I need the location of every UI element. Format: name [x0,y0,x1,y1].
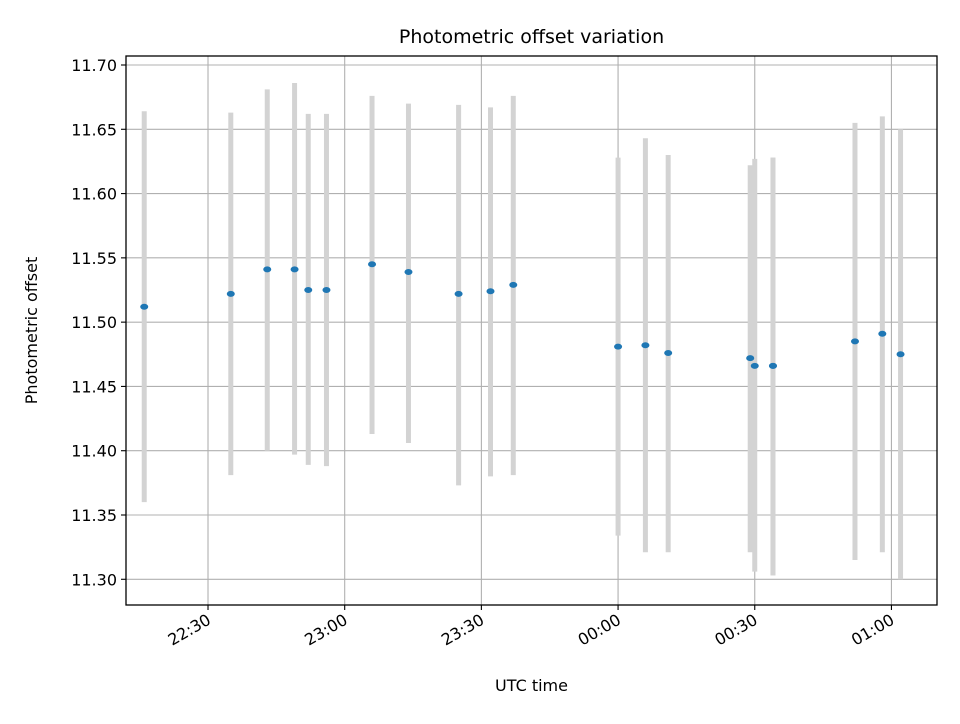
axes-frame [125,55,938,606]
data-point [850,338,859,345]
data-point [304,287,313,293]
data-point [140,303,149,310]
data-point [404,269,413,275]
y-tick-label: 11.30 [71,570,117,589]
data-point [454,290,463,297]
chart-title: Photometric offset variation [399,26,664,48]
grid-layer [126,56,937,605]
y-tick-label: 11.70 [71,56,117,75]
data-point [664,350,673,356]
y-tick-label: 11.40 [71,442,117,461]
marker-layer [140,261,905,369]
data-point [750,362,759,369]
data-point [368,261,377,268]
data-point [486,288,495,295]
y-tick-label: 11.65 [71,120,117,139]
y-tick-label: 11.35 [71,506,117,525]
data-point [768,362,777,369]
data-point [878,330,887,337]
x-axis-label: UTC time [495,676,568,695]
y-tick-label: 11.55 [71,249,117,268]
y-tick-label: 11.45 [71,377,117,396]
data-point [641,342,650,349]
y-axis-label: Photometric offset [22,257,41,405]
data-point [226,290,235,297]
data-point [509,281,518,288]
data-point [896,351,905,358]
data-point [746,355,755,362]
y-tick-label: 11.60 [71,185,117,204]
data-point [322,287,331,293]
y-tick-label: 11.50 [71,313,117,332]
data-point [263,266,272,273]
data-point [614,343,623,350]
data-point [290,266,299,273]
